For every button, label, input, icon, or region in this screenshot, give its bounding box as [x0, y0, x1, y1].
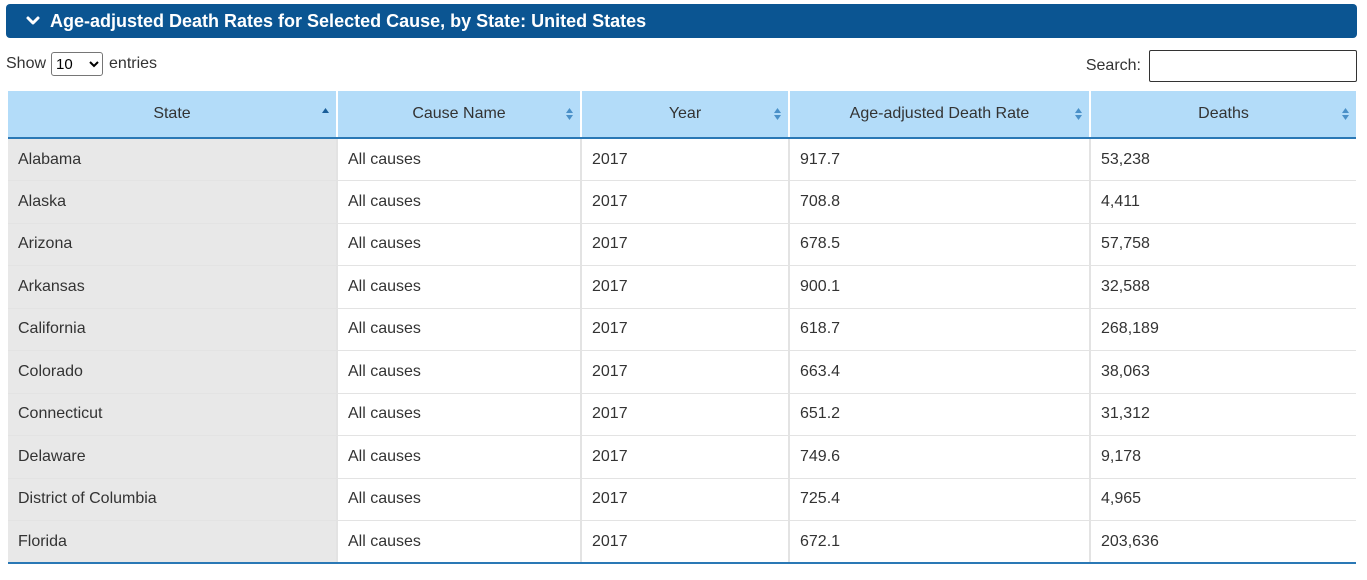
table-row: Connecticut All causes 2017 651.2 31,312 [8, 393, 1356, 436]
cell-deaths: 4,411 [1089, 180, 1356, 224]
table-header-row: State Cause Name Year Age-adjusted Death Ra… [8, 91, 1356, 139]
sort-both-icon [1342, 108, 1349, 120]
cell-cause-name: All causes [336, 435, 581, 479]
entries-length-control: Show 10 entries [6, 52, 157, 76]
panel-title: Age-adjusted Death Rates for Selected Ca… [50, 10, 647, 31]
cell-year: 2017 [580, 265, 789, 309]
data-table: State Cause Name Year Age-adjusted Death Ra… [8, 91, 1356, 564]
table-row: Arizona All causes 2017 678.5 57,758 [8, 223, 1356, 266]
cell-state: District of Columbia [8, 478, 337, 521]
column-header-deaths[interactable]: Deaths [1089, 91, 1356, 139]
cell-cause-name: All causes [336, 265, 581, 309]
cell-cause-name: All causes [336, 393, 581, 436]
table-row: Delaware All causes 2017 749.6 9,178 [8, 435, 1356, 479]
column-header-label: Cause Name [412, 105, 506, 122]
column-header-year[interactable]: Year [580, 91, 789, 139]
cell-deaths: 38,063 [1089, 350, 1356, 394]
column-header-cause-name[interactable]: Cause Name [336, 91, 581, 139]
cell-state: Connecticut [8, 393, 337, 436]
table-row: District of Columbia All causes 2017 725.4 4… [8, 478, 1356, 521]
column-header-state[interactable]: State [8, 91, 337, 139]
column-header-label: Deaths [1198, 105, 1249, 122]
cell-state: Delaware [8, 435, 337, 479]
cell-state: California [8, 308, 337, 351]
cell-deaths: 32,588 [1089, 265, 1356, 309]
column-header-label: Age-adjusted Death Rate [849, 105, 1030, 122]
cell-cause-name: All causes [336, 138, 581, 181]
entries-select[interactable]: 10 [51, 52, 104, 76]
sort-ascending-icon [322, 108, 329, 113]
cell-deaths: 53,238 [1089, 138, 1356, 181]
cell-deaths: 31,312 [1089, 393, 1356, 436]
cell-deaths: 4,965 [1089, 478, 1356, 521]
cell-year: 2017 [580, 435, 789, 479]
cell-age-adjusted-death-rate: 663.4 [788, 350, 1090, 394]
column-header-label: State [153, 105, 191, 122]
table-row: Florida All causes 2017 672.1 203,636 [8, 520, 1356, 564]
table-row: Alaska All causes 2017 708.8 4,411 [8, 180, 1356, 224]
cell-age-adjusted-death-rate: 725.4 [788, 478, 1090, 521]
search-input[interactable] [1149, 50, 1357, 82]
table-controls: Show 10 entries Search: [6, 48, 1357, 82]
column-header-label: Year [668, 105, 702, 122]
sort-both-icon [1075, 108, 1082, 120]
cell-state: Alaska [8, 180, 337, 224]
entries-label: entries [109, 55, 158, 72]
cell-cause-name: All causes [336, 520, 581, 564]
show-label: Show [6, 55, 47, 72]
table-body: Alabama All causes 2017 917.7 53,238 Alaska Al… [8, 138, 1356, 564]
cell-age-adjusted-death-rate: 917.7 [788, 138, 1090, 181]
cell-state: Florida [8, 520, 337, 564]
cell-deaths: 203,636 [1089, 520, 1356, 564]
cell-year: 2017 [580, 223, 789, 266]
cell-year: 2017 [580, 180, 789, 224]
cell-year: 2017 [580, 308, 789, 351]
cell-cause-name: All causes [336, 308, 581, 351]
cell-state: Colorado [8, 350, 337, 394]
cell-deaths: 268,189 [1089, 308, 1356, 351]
cell-deaths: 57,758 [1089, 223, 1356, 266]
cell-state: Arizona [8, 223, 337, 266]
table-row: Arkansas All causes 2017 900.1 32,588 [8, 265, 1356, 309]
sort-both-icon [774, 108, 781, 120]
cell-year: 2017 [580, 138, 789, 181]
cell-cause-name: All causes [336, 350, 581, 394]
cell-age-adjusted-death-rate: 749.6 [788, 435, 1090, 479]
chevron-down-icon[interactable] [24, 12, 42, 30]
cell-age-adjusted-death-rate: 678.5 [788, 223, 1090, 266]
cell-year: 2017 [580, 350, 789, 394]
cell-year: 2017 [580, 478, 789, 521]
cell-year: 2017 [580, 520, 789, 564]
cell-age-adjusted-death-rate: 708.8 [788, 180, 1090, 224]
search-label: Search: [1085, 57, 1141, 74]
column-header-age-adjusted-death-rate[interactable]: Age-adjusted Death Rate [788, 91, 1090, 139]
panel-header[interactable]: Age-adjusted Death Rates for Selected Ca… [6, 4, 1357, 38]
sort-both-icon [566, 108, 573, 120]
table-row: Colorado All causes 2017 663.4 38,063 [8, 350, 1356, 394]
cell-age-adjusted-death-rate: 672.1 [788, 520, 1090, 564]
cell-cause-name: All causes [336, 223, 581, 266]
table-row: California All causes 2017 618.7 268,189 [8, 308, 1356, 351]
search-control: Search: [1086, 50, 1357, 82]
cell-cause-name: All causes [336, 478, 581, 521]
cell-age-adjusted-death-rate: 618.7 [788, 308, 1090, 351]
cell-cause-name: All causes [336, 180, 581, 224]
cell-deaths: 9,178 [1089, 435, 1356, 479]
table-row: Alabama All causes 2017 917.7 53,238 [8, 138, 1356, 181]
cell-age-adjusted-death-rate: 651.2 [788, 393, 1090, 436]
cell-state: Alabama [8, 138, 337, 181]
cell-year: 2017 [580, 393, 789, 436]
cell-state: Arkansas [8, 265, 337, 309]
cell-age-adjusted-death-rate: 900.1 [788, 265, 1090, 309]
